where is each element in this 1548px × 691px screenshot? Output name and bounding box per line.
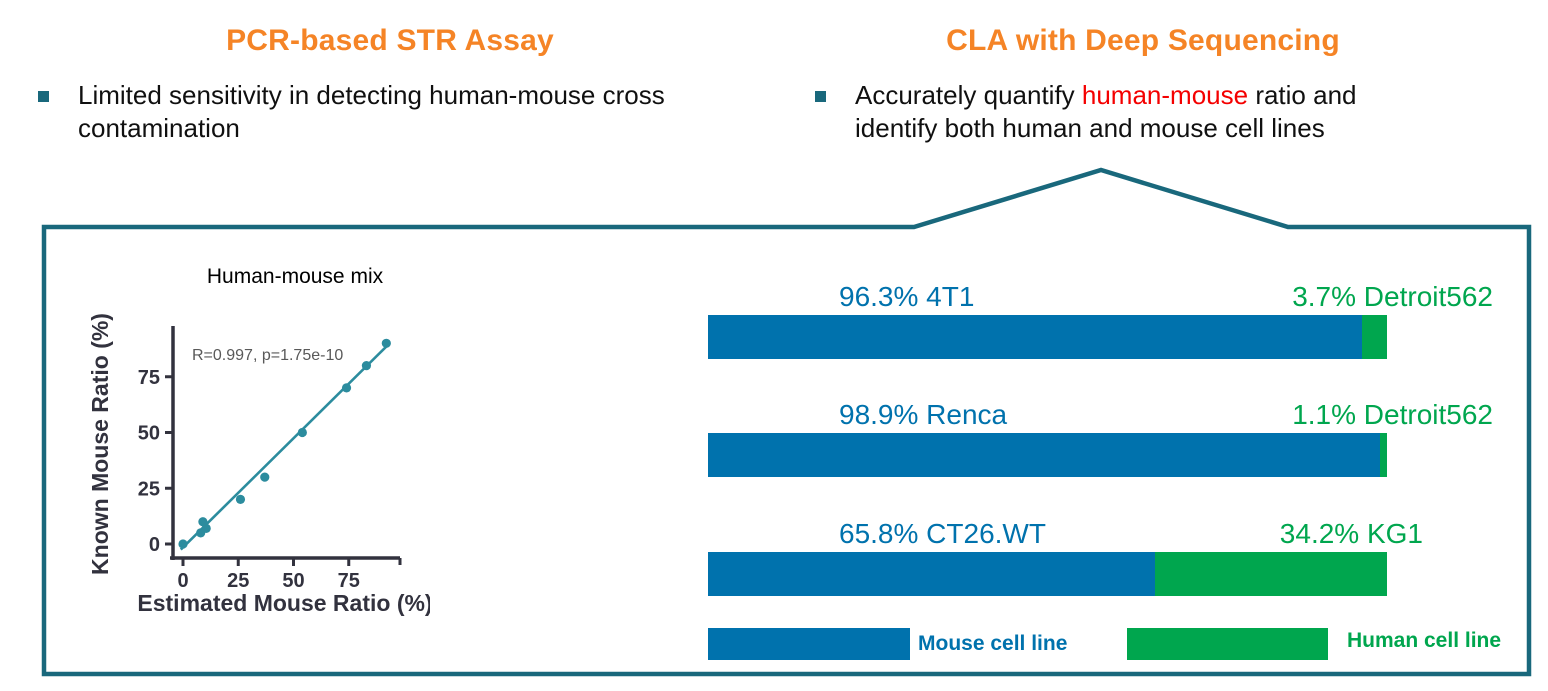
svg-text:Estimated Mouse Ratio (%): Estimated Mouse Ratio (%) xyxy=(137,590,430,616)
bar-row-renca: 98.9% Renca 1.1% Detroit562 xyxy=(708,398,1493,477)
left-bullet-line1: Limited sensitivity in detecting human-m… xyxy=(78,80,665,110)
svg-text:25: 25 xyxy=(227,570,249,592)
mouse-legend-label: Mouse cell line xyxy=(918,632,1068,655)
human-legend-swatch xyxy=(1127,628,1328,660)
human-bar-segment xyxy=(1379,433,1387,477)
mouse-bar-segment xyxy=(708,315,1362,359)
bullet-square-icon xyxy=(38,91,49,102)
bar-track xyxy=(708,315,1387,359)
bullet-square-icon xyxy=(815,91,826,102)
mouse-pct-label: 65.8% CT26.WT xyxy=(839,518,1046,549)
bar-row-4t1: 96.3% 4T1 3.7% Detroit562 xyxy=(708,280,1493,359)
svg-text:50: 50 xyxy=(282,570,304,592)
human-pct-label: 34.2% KG1 xyxy=(1279,518,1423,549)
mouse-pct-label: 96.3% 4T1 xyxy=(839,281,975,312)
right-bullet-line2: identify both human and mouse cell lines xyxy=(855,113,1325,143)
mouse-bar-segment xyxy=(708,433,1380,477)
left-bullet-line2: contamination xyxy=(78,113,240,143)
mouse-bar-segment xyxy=(708,552,1155,596)
stacked-bar-chart: 96.3% 4T1 3.7% Detroit562 98.9% Renca 1.… xyxy=(708,225,1501,677)
svg-text:R=0.997, p=1.75e-10: R=0.997, p=1.75e-10 xyxy=(192,347,343,364)
human-pct-label: 1.1% Detroit562 xyxy=(1292,399,1493,430)
svg-text:Known Mouse Ratio (%): Known Mouse Ratio (%) xyxy=(87,313,113,575)
human-bar-segment xyxy=(1361,315,1387,359)
bar-row-ct26: 65.8% CT26.WT 34.2% KG1 xyxy=(708,517,1423,596)
human-pct-label: 3.7% Detroit562 xyxy=(1292,281,1493,312)
right-bullet-highlight: human-mouse xyxy=(1081,80,1249,110)
right-bullet-text: Accurately quantify human-mouse ratio an… xyxy=(855,79,1495,145)
mouse-pct-label: 98.9% Renca xyxy=(839,399,1008,430)
svg-text:Human-mouse mix: Human-mouse mix xyxy=(207,265,384,288)
left-bullet-text: Limited sensitivity in detecting human-m… xyxy=(78,79,778,145)
svg-text:25: 25 xyxy=(138,478,160,500)
right-panel-title: CLA with Deep Sequencing xyxy=(946,24,1340,57)
left-panel-title: PCR-based STR Assay xyxy=(226,24,554,57)
human-legend-label: Human cell line xyxy=(1347,629,1502,652)
bar-track xyxy=(708,433,1387,477)
svg-text:0: 0 xyxy=(149,534,160,556)
svg-text:50: 50 xyxy=(138,423,160,445)
svg-text:75: 75 xyxy=(338,570,360,592)
right-bullet-post: ratio and xyxy=(1248,80,1357,110)
mouse-legend-swatch xyxy=(708,628,910,660)
right-bullet-pre: Accurately quantify xyxy=(855,80,1082,110)
svg-text:75: 75 xyxy=(138,367,160,389)
bar-track xyxy=(708,552,1387,596)
svg-text:0: 0 xyxy=(177,570,188,592)
bar-chart-legend: Mouse cell line Human cell line xyxy=(708,628,1501,660)
human-bar-segment xyxy=(1154,552,1387,596)
